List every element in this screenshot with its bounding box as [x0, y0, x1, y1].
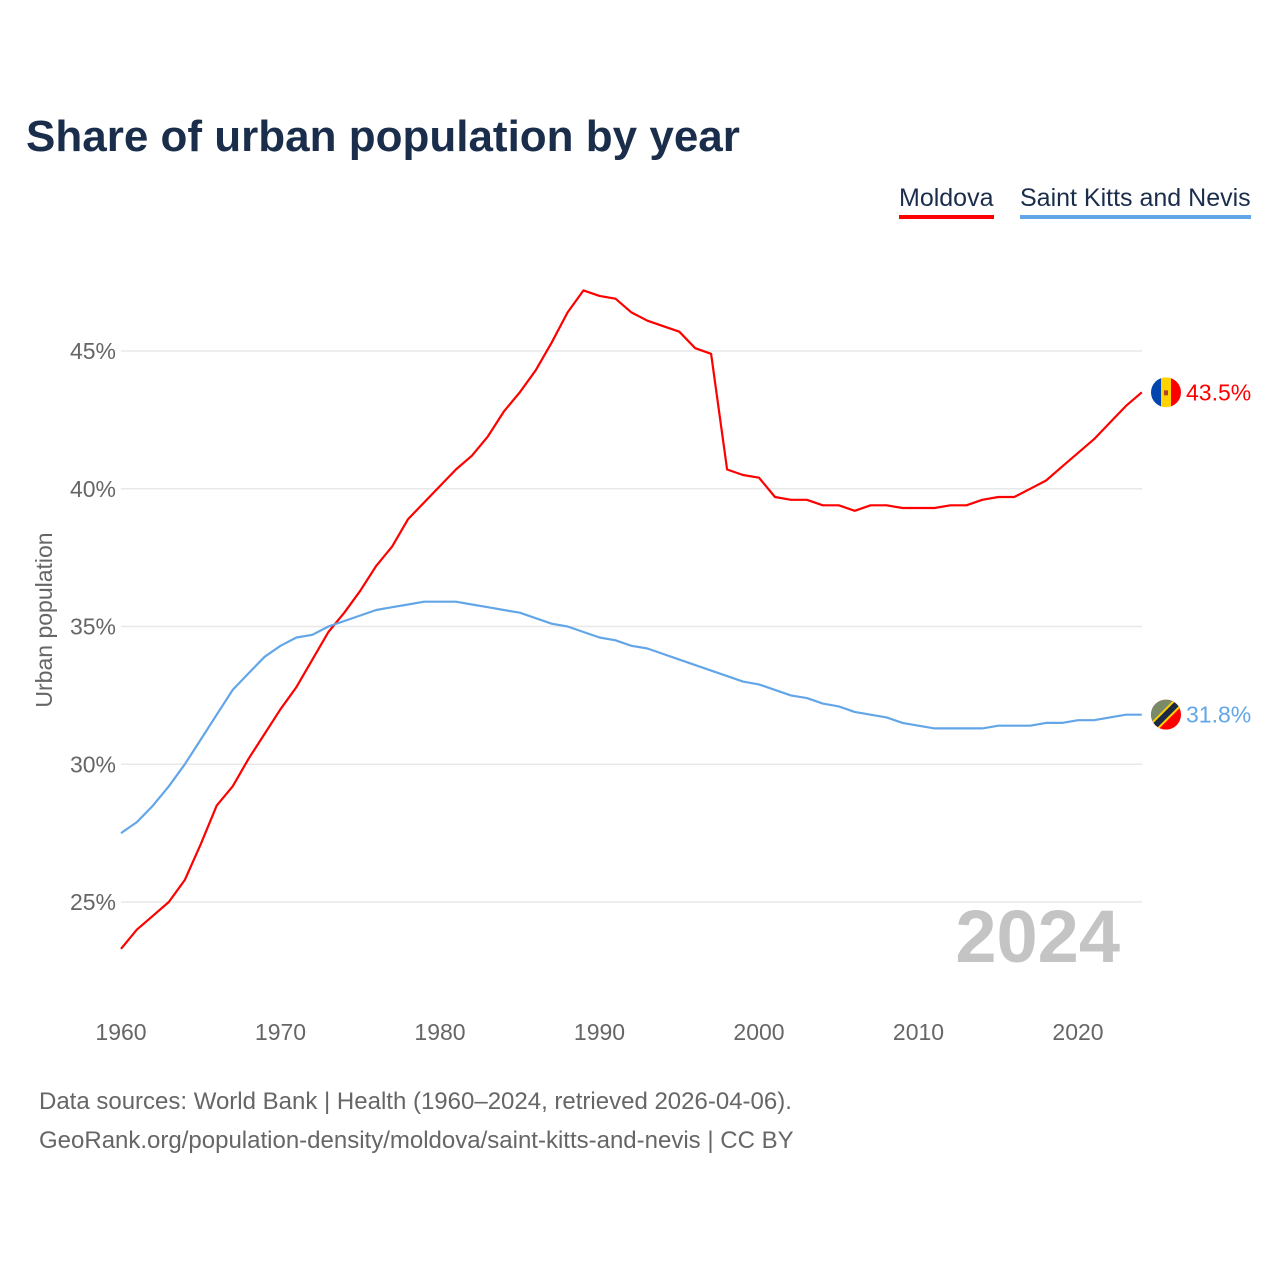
y-tick-label: 40% — [70, 476, 116, 502]
y-tick-label: 35% — [70, 614, 116, 640]
legend-moldova[interactable]: Moldova — [899, 184, 994, 219]
footer-sources: Data sources: World Bank | Health (1960–… — [39, 1088, 792, 1115]
end-value-label: 43.5% — [1186, 379, 1251, 405]
footer-attribution: GeoRank.org/population-density/moldova/s… — [39, 1127, 794, 1154]
x-tick-label: 2010 — [893, 1019, 944, 1045]
x-tick-label: 1970 — [255, 1019, 306, 1045]
y-axis-label: Urban population — [31, 532, 57, 707]
legend-saint-kitts-and-nevis[interactable]: Saint Kitts and Nevis — [1020, 184, 1251, 219]
x-tick-label: 1990 — [574, 1019, 625, 1045]
x-tick-label: 1980 — [414, 1019, 465, 1045]
y-tick-label: 25% — [70, 889, 116, 915]
year-watermark: 2024 — [955, 895, 1120, 978]
y-tick-label: 30% — [70, 751, 116, 777]
series-line-saint-kitts-and-nevis — [120, 600, 1142, 835]
y-tick-label: 45% — [70, 338, 116, 364]
x-tick-label: 2020 — [1052, 1019, 1103, 1045]
x-tick-label: 1960 — [95, 1019, 146, 1045]
saint-kitts-and-nevis-flag-icon — [1151, 699, 1181, 730]
moldova-flag-icon — [1151, 377, 1181, 408]
series-line-moldova — [120, 289, 1143, 950]
chart-title: Share of urban population by year — [26, 112, 740, 161]
end-value-label: 31.8% — [1186, 702, 1251, 728]
x-tick-label: 2000 — [733, 1019, 784, 1045]
